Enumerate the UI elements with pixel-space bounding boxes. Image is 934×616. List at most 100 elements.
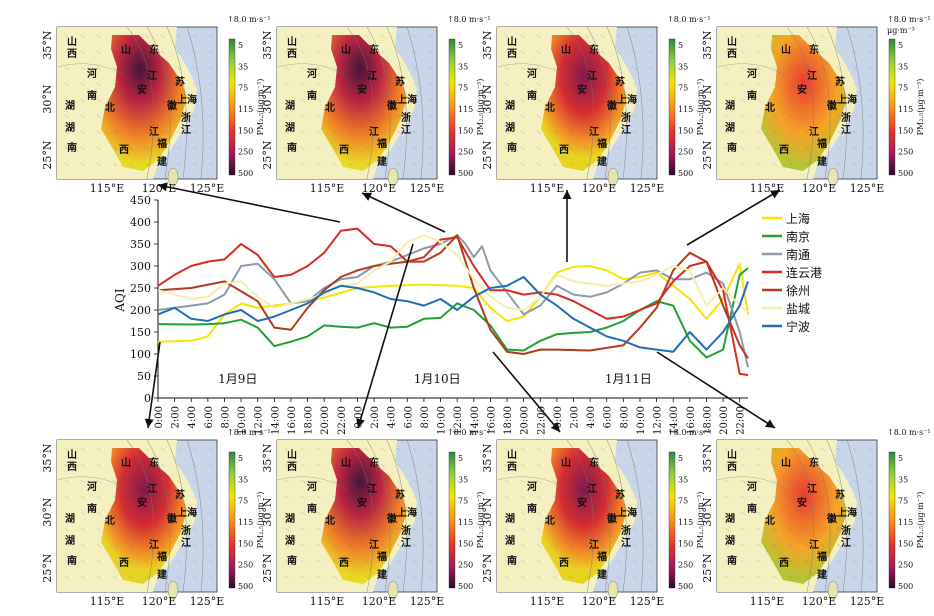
colorbar-tick: 35 <box>898 475 908 484</box>
connector-arrow <box>157 182 341 223</box>
wind-vector <box>192 146 198 151</box>
wind-vector <box>820 130 826 135</box>
colorbar-tick: 5 <box>458 41 463 50</box>
wind-vector <box>80 50 86 55</box>
pressure-contour <box>566 439 594 593</box>
wind-vector <box>300 511 306 516</box>
wind-vector <box>740 146 746 151</box>
province-label: 东 <box>589 456 599 469</box>
wind-vector <box>144 543 150 548</box>
x-tick-label: 14:00 <box>669 406 680 435</box>
province-label: 西 <box>507 461 517 473</box>
wind-vector <box>584 34 590 39</box>
colorbar-gradient <box>228 451 236 589</box>
colorbar-tick: 250 <box>678 148 693 157</box>
wind-vector <box>536 130 542 135</box>
province-label: 东 <box>589 43 599 56</box>
province-label: 湖 <box>505 512 515 525</box>
colorbar-tick: 150 <box>238 539 253 548</box>
wind-vector <box>316 82 322 87</box>
wind-vector <box>820 511 826 516</box>
province-label: 河 <box>87 68 97 80</box>
province-label: 江 <box>589 538 599 551</box>
province-label: 湖 <box>505 99 515 112</box>
wind-vector <box>96 575 102 580</box>
wind-vector <box>128 527 134 532</box>
province-label: 福 <box>376 550 387 563</box>
wind-vector <box>772 511 778 516</box>
wind-vector <box>112 130 118 135</box>
wind-vector <box>804 146 810 151</box>
wind-vector <box>396 447 402 452</box>
province-label: 南 <box>67 141 77 154</box>
wind-vector <box>788 447 794 452</box>
wind-vector <box>632 130 638 135</box>
wind-vector <box>364 575 370 580</box>
province-label: 苏 <box>395 75 405 88</box>
wind-vector <box>820 543 826 548</box>
colorbar-tick: 115 <box>458 518 473 527</box>
province-label: 东 <box>369 43 379 56</box>
wind-vector <box>724 146 730 151</box>
wind-vector <box>520 130 526 135</box>
wind-vector <box>300 162 306 167</box>
wind-vector <box>632 114 638 119</box>
wind-vector <box>380 543 386 548</box>
wind-vector <box>852 527 858 532</box>
wind-vector <box>428 82 434 87</box>
province-label: 湖 <box>65 121 75 134</box>
colorbar-tick: 250 <box>898 148 913 157</box>
wind-vector <box>112 82 118 87</box>
wind-vector <box>756 146 762 151</box>
wind-vector <box>836 495 842 500</box>
wind-vector <box>144 463 150 468</box>
province-label: 徽 <box>166 512 178 525</box>
aqi-line-chart: 0 50 100 150 200 250 300 350 400 450 AQI 0:00 2:00 4:… <box>113 194 822 435</box>
province-label: 浙 <box>621 524 631 537</box>
lon-label: 115°E <box>530 595 565 608</box>
series-line-上海 <box>157 262 749 343</box>
wind-vector <box>756 559 762 564</box>
pressure-contour <box>126 26 154 180</box>
wind-vector <box>836 543 842 548</box>
wind-vector <box>64 66 70 71</box>
wind-vector <box>284 559 290 564</box>
pressure-contour <box>826 439 847 593</box>
x-tick-label: 2:00 <box>569 406 580 428</box>
wind-vector <box>428 527 434 532</box>
wind-vector <box>192 34 198 39</box>
wind-vector <box>632 479 638 484</box>
wind-vector <box>428 98 434 103</box>
legend-label: 盐城 <box>786 302 810 316</box>
pressure-contour <box>496 63 568 78</box>
wind-vector <box>300 495 306 500</box>
wind-vector <box>80 559 86 564</box>
lon-label: 125°E <box>410 182 445 195</box>
province-label: 福 <box>156 550 167 563</box>
wind-vector <box>96 146 102 151</box>
colorbar-tick: 500 <box>678 169 693 178</box>
wind-vector <box>536 511 542 516</box>
wind-vector <box>144 66 150 71</box>
wind-vector <box>772 162 778 167</box>
wind-vector <box>520 162 526 167</box>
x-tick-label: 0:00 <box>154 406 165 428</box>
wind-vector <box>552 479 558 484</box>
wind-vector <box>820 559 826 564</box>
wind-vector <box>552 543 558 548</box>
wind-vector <box>820 527 826 532</box>
wind-vector <box>300 543 306 548</box>
wind-vector <box>536 82 542 87</box>
island <box>827 580 839 600</box>
wind-vector <box>772 527 778 532</box>
wind-vector <box>396 130 402 135</box>
wind-vector <box>316 66 322 71</box>
wind-vector <box>348 34 354 39</box>
wind-vector <box>412 543 418 548</box>
series-line-南通 <box>157 234 749 368</box>
lat-label: 30°N <box>41 497 54 526</box>
province-label: 上海 <box>617 93 637 106</box>
y-tick-label: 0 <box>144 392 151 405</box>
wind-vector <box>504 98 510 103</box>
